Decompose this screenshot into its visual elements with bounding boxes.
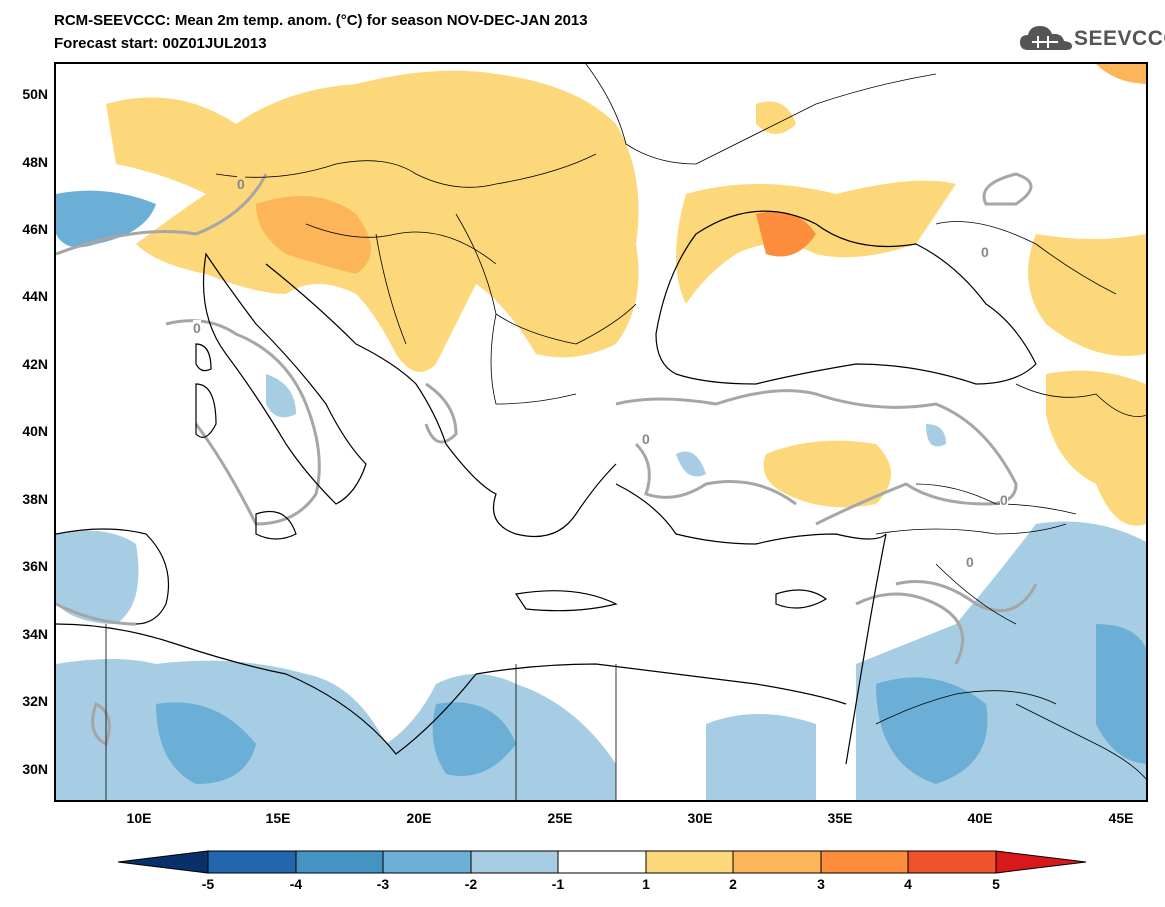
colorbar-label: 5 <box>992 876 1000 892</box>
black-sea-coast <box>655 210 1037 385</box>
contour-label: 0 <box>1000 492 1008 508</box>
lat-label: 36N <box>22 558 48 574</box>
cool-anomaly-libya-2 <box>156 702 256 784</box>
cool-anomaly-libya-3 <box>432 702 516 776</box>
lon-label: 45E <box>1108 810 1134 826</box>
lat-label: 50N <box>22 86 48 102</box>
colorbar-label: 4 <box>904 876 912 892</box>
levant-coast <box>845 533 887 765</box>
warm-anomaly-caucasus <box>1028 234 1146 356</box>
corsica <box>195 343 212 372</box>
colorbar-label: 1 <box>642 876 650 892</box>
colorbar-label: -5 <box>201 876 215 892</box>
logo-text: SEEVCCC <box>1074 27 1165 50</box>
cool-anomaly-middle-east-3 <box>1096 624 1146 764</box>
warm-anomaly-central-europe <box>106 70 639 373</box>
lat-label: 44N <box>22 288 48 304</box>
sicily <box>255 510 297 540</box>
lon-label: 10E <box>126 810 152 826</box>
lat-label: 38N <box>22 491 48 507</box>
africa-coast <box>56 623 847 755</box>
cool-anomaly-libya <box>56 659 616 800</box>
contour-label: 0 <box>642 431 650 447</box>
warm-anomaly-black-sea-coast <box>676 180 956 304</box>
lon-label: 40E <box>967 810 993 826</box>
colorbar-label: -2 <box>464 876 478 892</box>
cool-anomaly-turkey-2 <box>926 424 946 447</box>
contour-label: 0 <box>193 320 201 336</box>
warm-anomaly-danube <box>256 196 371 274</box>
balkan-coast <box>265 263 617 538</box>
lon-label: 35E <box>827 810 853 826</box>
warm-anomaly-n <box>756 101 796 134</box>
colorbar-label: 2 <box>729 876 737 892</box>
lat-label: 46N <box>22 221 48 237</box>
colorbar-label: 3 <box>817 876 825 892</box>
cloud-logo-icon <box>1020 26 1072 50</box>
cool-anomaly-alps <box>56 190 156 248</box>
warm-anomaly-top-right <box>1096 64 1146 84</box>
italy-coast <box>202 252 367 505</box>
cool-anomaly-nw-africa <box>56 530 139 624</box>
coastlines <box>56 210 1037 765</box>
lon-label: 15E <box>265 810 291 826</box>
lat-label: 42N <box>22 356 48 372</box>
north-africa-west <box>56 528 170 625</box>
crete <box>514 590 618 612</box>
cool-anomaly-egypt <box>706 714 816 800</box>
lat-label: 32N <box>22 693 48 709</box>
colorbar-label: -1 <box>551 876 565 892</box>
colorbar-label: -4 <box>289 876 303 892</box>
lat-label: 30N <box>22 761 48 777</box>
warm-anomaly-crimea <box>756 211 816 257</box>
cool-anomaly-middle-east-2 <box>876 677 988 784</box>
contour-label: 0 <box>981 244 989 260</box>
contour-label: 0 <box>237 176 245 192</box>
lon-label: 20E <box>406 810 432 826</box>
sardinia <box>195 383 217 438</box>
warm-anomaly-caucasus-2 <box>1046 370 1146 526</box>
cyprus <box>775 589 828 609</box>
lat-label: 40N <box>22 423 48 439</box>
warm-anomaly-anatolia <box>763 440 891 508</box>
colorbar <box>118 850 1086 874</box>
map-panel: 0 0 0 0 0 0 <box>54 62 1148 802</box>
country-borders <box>105 64 1146 800</box>
cool-anomaly-turkey <box>676 451 706 477</box>
cool-anomaly-sardinia <box>266 374 296 418</box>
anatolia-south-coast <box>615 483 887 545</box>
lon-label: 30E <box>687 810 713 826</box>
chart-subtitle: Forecast start: 00Z01JUL2013 <box>54 35 267 52</box>
lat-label: 34N <box>22 626 48 642</box>
anomaly-map <box>56 64 1146 800</box>
colorbar-label: -3 <box>376 876 390 892</box>
chart-title: RCM-SEEVCCC: Mean 2m temp. anom. (°C) fo… <box>54 12 588 29</box>
lat-label: 48N <box>22 154 48 170</box>
contour-label: 0 <box>966 554 974 570</box>
lon-label: 25E <box>547 810 573 826</box>
